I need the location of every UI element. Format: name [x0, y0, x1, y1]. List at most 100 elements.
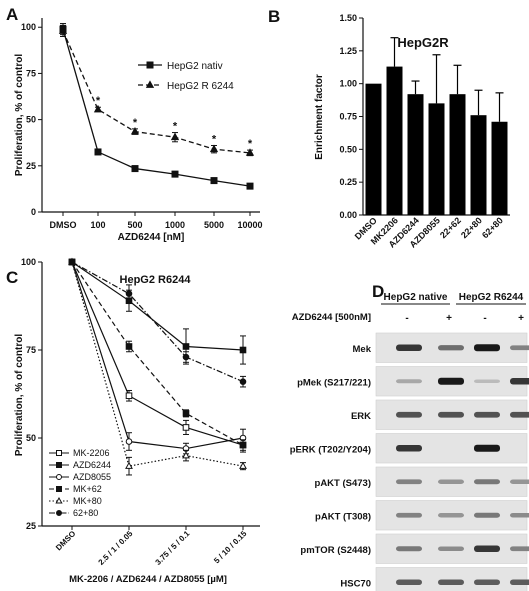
data-point [58, 26, 68, 34]
data-point [245, 148, 255, 156]
data-point [210, 177, 218, 185]
y-tick-label: 25 [26, 521, 36, 531]
blot-band [396, 379, 422, 384]
x-tick-label: 22+80 [459, 215, 484, 240]
bar [449, 94, 466, 215]
blot-band [438, 579, 464, 586]
blot-row-label: Mek [353, 344, 372, 355]
x-tick-label: 22+62 [438, 215, 463, 240]
panel-letter-b: B [268, 7, 280, 26]
legend-marker [56, 450, 62, 456]
y-tick-label: 0.25 [339, 177, 357, 187]
legend-label: AZD8055 [73, 472, 111, 482]
blot-band [510, 345, 529, 351]
data-point [171, 170, 179, 178]
panel-b-chart: 0.00 0.25 0.50 0.75 1.00 1.25 1.50 Enrichment f… [314, 13, 510, 250]
y-axis-label: Enrichment factor [314, 74, 325, 160]
series-line [71, 261, 244, 446]
y-tick-label: 50 [26, 115, 36, 125]
blot-row-label: HSC70 [340, 578, 371, 589]
bar [470, 115, 487, 215]
legend-marker [56, 510, 62, 516]
data-point [125, 290, 133, 297]
x-axis-label: AZD6244 [nM] [118, 232, 185, 243]
x-axis-label: MK-2206 / AZD6244 / AZD8055 [µM] [69, 574, 227, 585]
blot-row-label: pMek (S217/221) [297, 377, 371, 388]
blot-band [438, 546, 464, 552]
blot-band [474, 545, 500, 552]
legend-marker [56, 486, 62, 492]
legend-marker [55, 496, 63, 504]
series-line [62, 30, 251, 154]
lane-sign: + [518, 313, 524, 324]
blot-band [438, 377, 464, 385]
data-point [93, 104, 103, 113]
y-tick-label: 0 [31, 207, 36, 217]
data-point [125, 343, 133, 350]
data-point [182, 410, 190, 417]
y-tick-label: 1.50 [339, 13, 357, 23]
legend-label: MK+80 [73, 496, 102, 506]
significance-marker: * [248, 138, 253, 150]
series-line [71, 261, 244, 450]
panel-letter-c: C [6, 268, 18, 287]
legend-label: HepG2 R 6244 [167, 81, 234, 92]
legend-label: AZD6244 [73, 460, 111, 470]
significance-marker: * [173, 121, 178, 133]
legend-label: 62+80 [73, 508, 98, 518]
data-point [239, 346, 247, 354]
legend-marker [145, 80, 155, 88]
blot-band [396, 579, 422, 586]
lane-sign: - [483, 313, 486, 324]
y-axis-label: Proliferation, % of control [14, 54, 25, 176]
series-line [62, 28, 251, 187]
data-point [209, 144, 219, 153]
lane-sign: + [446, 313, 452, 324]
data-point [239, 441, 247, 449]
x-tick-label: 5000 [204, 220, 224, 230]
blot-row-label: ERK [351, 411, 371, 422]
bar [491, 121, 508, 215]
blot-band [396, 344, 422, 351]
blot-band [510, 479, 529, 484]
bar [386, 66, 403, 216]
significance-marker: * [212, 133, 217, 145]
blot-band [438, 513, 464, 518]
y-tick-label: 25 [26, 161, 36, 171]
blot-band [510, 546, 529, 552]
blot-band [474, 579, 500, 586]
group-label: HepG2 native [384, 292, 448, 303]
x-tick-label: DMSO [54, 529, 77, 552]
legend-label: MK-2206 [73, 448, 110, 458]
y-tick-label: 75 [26, 68, 36, 78]
treatment-label: AZD6244 [500nM] [292, 312, 371, 323]
lane-sign: - [405, 313, 408, 324]
y-tick-label: 0.75 [339, 112, 357, 122]
blot-band [474, 379, 500, 384]
bar [365, 83, 382, 216]
x-tick-label: DMSO [50, 220, 77, 230]
blot-band [438, 479, 464, 484]
panel-letter-d: D [372, 282, 384, 301]
data-point [182, 451, 190, 459]
blot-band [474, 411, 500, 418]
chart-title: HepG2 R6244 [120, 274, 192, 286]
y-tick-label: 1.00 [339, 79, 357, 89]
data-point [131, 165, 139, 173]
x-tick-label: 62+80 [480, 215, 505, 240]
data-point [125, 461, 133, 469]
y-tick-label: 100 [21, 257, 36, 267]
blot-band [438, 411, 464, 418]
legend-label: HepG2 nativ [167, 61, 223, 72]
data-point [239, 461, 247, 469]
legend-marker [56, 474, 62, 480]
bar [407, 94, 424, 215]
data-point [182, 353, 190, 361]
y-tick-label: 0.00 [339, 210, 357, 220]
legend-marker [146, 61, 154, 69]
data-point [239, 378, 247, 385]
blot-row-label: pAKT (S473) [315, 478, 371, 489]
y-axis-label: Proliferation, % of control [14, 334, 25, 456]
blot-band [510, 411, 529, 418]
y-tick-label: 50 [26, 433, 36, 443]
